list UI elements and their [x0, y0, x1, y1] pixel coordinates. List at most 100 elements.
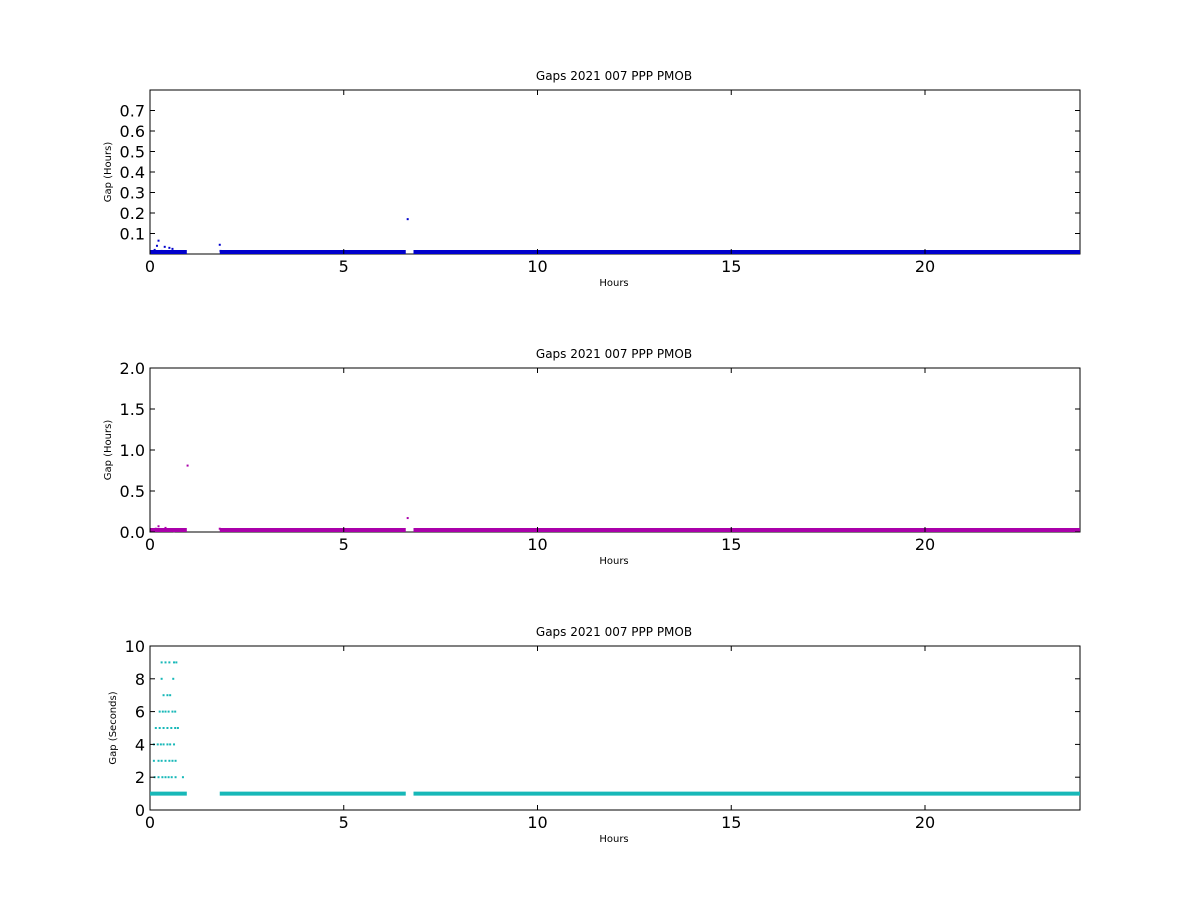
- y-tick-label: 0.6: [120, 122, 145, 141]
- data-point: [168, 759, 171, 762]
- chart-2-x-ticks: 0 5 10 15 20: [145, 368, 935, 554]
- data-point: [169, 743, 172, 746]
- y-tick-label: 1.0: [120, 441, 145, 460]
- data-point: [157, 525, 160, 528]
- data-point: [162, 694, 165, 697]
- data-point: [150, 529, 153, 532]
- data-point: [174, 759, 177, 762]
- y-tick-label: 10: [125, 637, 145, 656]
- data-point: [166, 727, 169, 729]
- y-tick-label: 4: [135, 735, 145, 754]
- chart-1-x-label: Hours: [599, 278, 628, 289]
- data-point: [154, 527, 157, 530]
- data-point: [161, 776, 164, 779]
- y-tick-label: 8: [135, 670, 145, 689]
- data-point: [218, 243, 221, 246]
- chart-2-x-label: Hours: [599, 556, 628, 567]
- data-point: [160, 759, 163, 762]
- x-tick-label: 0: [145, 257, 155, 276]
- chart-2-title: Gaps 2021 007 PPP PMOB: [536, 347, 692, 361]
- chart-1-y-ticks: 0.1 0.20.3 0.40.5 0.60.7: [120, 102, 1080, 244]
- chart-2-y-label: Gap (Hours): [103, 420, 114, 481]
- chart-3-x-ticks: 0 5 10 15 20: [145, 646, 935, 832]
- data-point: [153, 248, 156, 251]
- x-tick-label: 10: [527, 535, 547, 554]
- y-tick-label: 2: [135, 768, 145, 787]
- y-tick-label: 0.0: [120, 523, 145, 542]
- y-tick-label: 0.3: [120, 184, 145, 203]
- chart-panel-2: Gaps 2021 007 PPP PMOB 0 5 10 15 20 0.0 0.5 1.…: [103, 347, 1081, 567]
- data-point: [158, 710, 161, 713]
- data-point: [167, 776, 170, 779]
- data-point: [406, 517, 409, 520]
- chart-1-y-label: Gap (Hours): [103, 142, 114, 203]
- data-point: [160, 661, 163, 664]
- data-point: [161, 710, 164, 713]
- data-point: [171, 710, 174, 713]
- data-point: [174, 776, 177, 779]
- x-tick-label: 0: [145, 813, 155, 832]
- data-point: [170, 727, 173, 729]
- data-point: [171, 759, 174, 762]
- data-point: [174, 250, 177, 253]
- chart-2-points: [150, 464, 409, 533]
- chart-3-y-label: Gap (Seconds): [108, 691, 119, 764]
- data-point: [160, 677, 163, 680]
- chart-3-x-label: Hours: [599, 834, 628, 845]
- data-point: [160, 528, 163, 531]
- data-point: [166, 694, 169, 697]
- data-point: [157, 759, 160, 762]
- data-point: [168, 529, 171, 532]
- x-tick-label: 15: [721, 535, 741, 554]
- chart-3-y-ticks: 0 2 4 6 8 10: [125, 637, 1080, 820]
- data-point: [166, 250, 169, 253]
- data-point: [164, 759, 167, 762]
- data-point: [172, 677, 175, 680]
- chart-1-points: [150, 218, 409, 254]
- x-tick-label: 5: [339, 813, 349, 832]
- chart-3-title: Gaps 2021 007 PPP PMOB: [536, 625, 692, 639]
- data-point: [168, 661, 171, 664]
- data-point: [170, 776, 173, 779]
- data-point: [164, 776, 167, 779]
- data-point: [164, 710, 167, 713]
- data-point: [157, 776, 160, 779]
- chart-3-plot-area: [149, 645, 1081, 811]
- y-tick-label: 0: [135, 801, 145, 820]
- data-point: [173, 661, 176, 664]
- y-tick-label: 0.4: [120, 163, 145, 182]
- chart-1-x-ticks: 0 5 10 15 20: [145, 90, 935, 276]
- data-point: [174, 727, 177, 729]
- data-point: [181, 776, 184, 779]
- x-tick-label: 15: [721, 257, 741, 276]
- data-point: [168, 246, 171, 249]
- y-tick-label: 0.7: [120, 102, 145, 121]
- x-tick-label: 20: [915, 257, 935, 276]
- x-tick-label: 20: [915, 813, 935, 832]
- data-point: [150, 250, 153, 253]
- data-point: [218, 527, 221, 530]
- data-point: [155, 244, 158, 247]
- y-tick-label: 1.5: [120, 400, 145, 419]
- y-tick-label: 0.2: [120, 204, 145, 223]
- chart-1-title: Gaps 2021 007 PPP PMOB: [536, 69, 692, 83]
- data-point: [163, 245, 166, 248]
- chart-panel-3: Gaps 2021 007 PPP PMOB 0 5 10 15 20 0246810 …: [108, 625, 1081, 845]
- data-point: [180, 251, 182, 254]
- data-point: [154, 727, 157, 729]
- x-tick-label: 5: [339, 257, 349, 276]
- x-tick-label: 10: [527, 257, 547, 276]
- data-point: [162, 727, 165, 729]
- data-point: [406, 218, 409, 221]
- data-point: [174, 710, 177, 713]
- y-tick-label: 0.5: [120, 143, 145, 162]
- data-point: [156, 743, 159, 746]
- x-tick-label: 15: [721, 813, 741, 832]
- data-point: [167, 710, 170, 713]
- data-point: [176, 727, 179, 729]
- y-tick-label: 0.5: [120, 482, 145, 501]
- data-point: [164, 661, 167, 664]
- data-point: [176, 251, 179, 254]
- x-tick-label: 20: [915, 535, 935, 554]
